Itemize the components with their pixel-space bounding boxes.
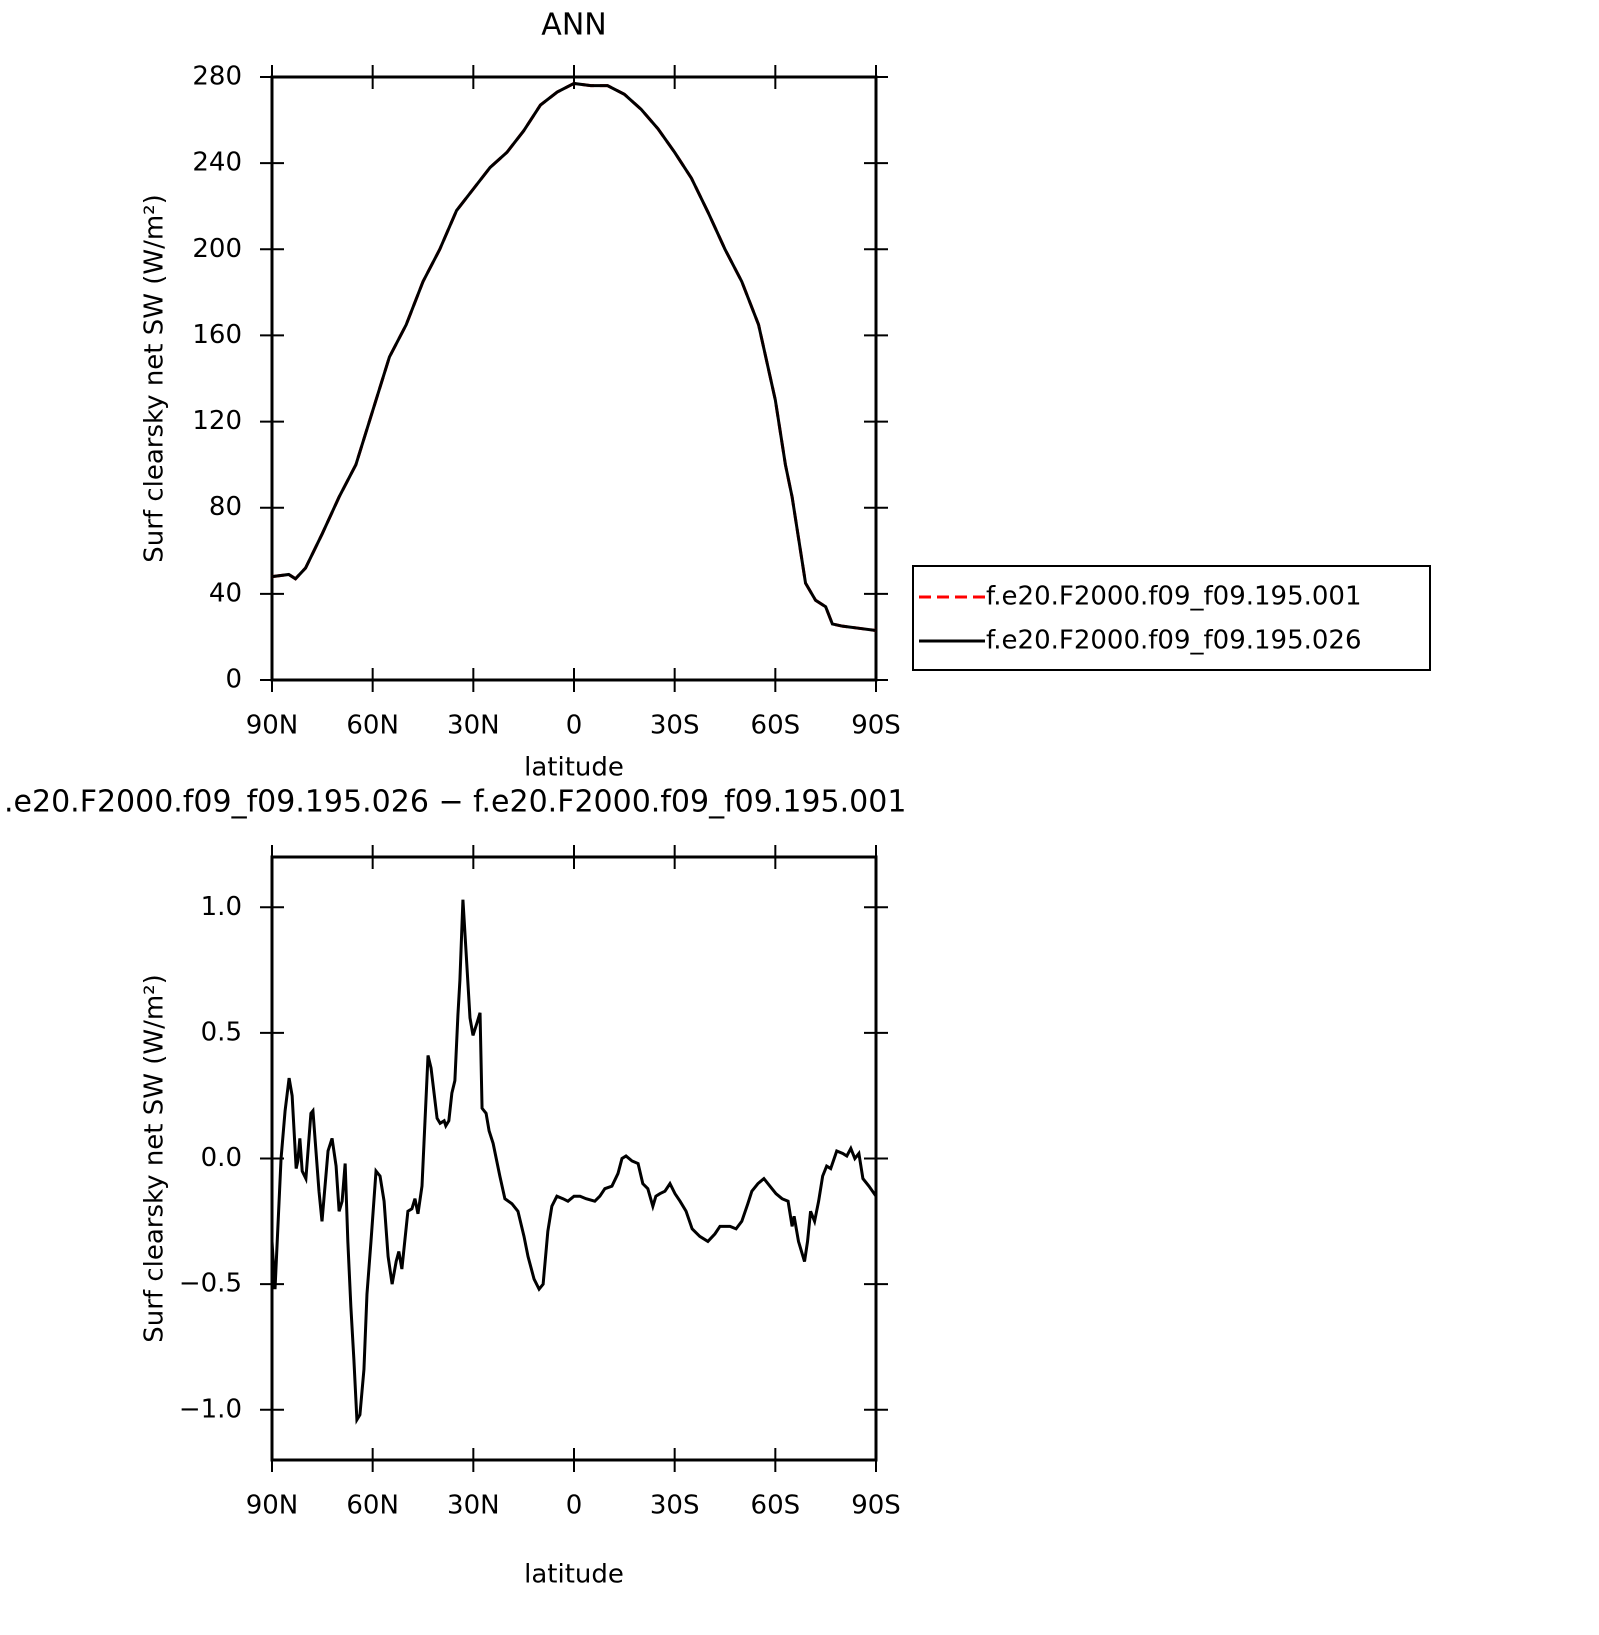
y-tick-label: 40 bbox=[209, 578, 242, 608]
x-tick-label: 90S bbox=[851, 1491, 901, 1521]
x-tick-label: 90N bbox=[246, 711, 299, 741]
plot-frame bbox=[270, 75, 878, 682]
x-tick-label: 0 bbox=[566, 711, 583, 741]
series-line bbox=[270, 899, 878, 1425]
series-line bbox=[271, 81, 877, 632]
x-tick-label: 60S bbox=[751, 711, 801, 741]
legend-label: f.e20.F2000.f09_f09.195.001 bbox=[986, 582, 1362, 612]
x-tick-label: 60N bbox=[346, 711, 399, 741]
y-tick-label: −1.0 bbox=[179, 1394, 242, 1424]
x-tick-label: 90N bbox=[246, 1491, 299, 1521]
y-tick-label: 0.0 bbox=[201, 1143, 242, 1173]
chart-title: ANN bbox=[541, 8, 606, 43]
x-tick-label: 60S bbox=[751, 1491, 801, 1521]
x-tick-label: 90S bbox=[851, 711, 901, 741]
y-tick-label: 200 bbox=[192, 234, 242, 264]
y-tick-label: 0 bbox=[225, 665, 242, 695]
x-axis-label: latitude bbox=[524, 753, 624, 783]
legend-box bbox=[912, 565, 1431, 671]
y-tick-label: 80 bbox=[209, 492, 242, 522]
x-tick-label: 30N bbox=[447, 711, 500, 741]
y-tick-label: 280 bbox=[192, 62, 242, 92]
x-axis-label: latitude bbox=[524, 1560, 624, 1590]
y-tick-label: 240 bbox=[192, 148, 242, 178]
y-tick-label: 160 bbox=[192, 320, 242, 350]
y-tick-label: 0.5 bbox=[201, 1017, 242, 1047]
legend: f.e20.F2000.f09_f09.195.001 f.e20.F2000.f… bbox=[912, 565, 1431, 671]
x-tick-label: 60N bbox=[346, 1491, 399, 1521]
y-tick-label: 1.0 bbox=[201, 892, 242, 922]
x-tick-label: 0 bbox=[566, 1491, 583, 1521]
legend-label: f.e20.F2000.f09_f09.195.026 bbox=[986, 626, 1362, 656]
chart-title: .e20.F2000.f09_f09.195.026 − f.e20.F2000… bbox=[4, 785, 906, 820]
y-axis-label: Surf clearsky net SW (W/m²) bbox=[140, 194, 170, 562]
y-axis-label: Surf clearsky net SW (W/m²) bbox=[140, 974, 170, 1342]
x-tick-label: 30N bbox=[447, 1491, 500, 1521]
x-tick-label: 30S bbox=[650, 711, 700, 741]
y-tick-label: −0.5 bbox=[179, 1269, 242, 1299]
y-tick-label: 120 bbox=[192, 406, 242, 436]
x-tick-label: 30S bbox=[650, 1491, 700, 1521]
series-line bbox=[271, 81, 877, 632]
